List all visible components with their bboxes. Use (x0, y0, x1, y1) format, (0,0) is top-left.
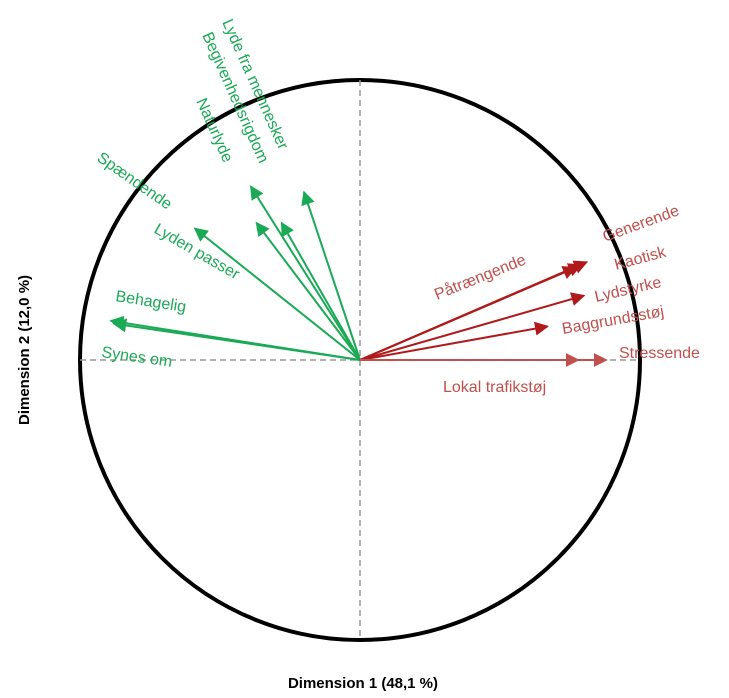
vector-label-synes-om: Synes om (100, 344, 173, 371)
y-axis-title: Dimension 2 (12,0 %) (16, 275, 33, 425)
vector-baggrundsstoj (359, 321, 549, 361)
vector-synes-om (112, 318, 361, 361)
vector-lyden-passer (255, 221, 361, 361)
vector-label-group: Lyde fra mennesker Begivenhedsrigdom Nat… (94, 17, 700, 396)
vector-label-baggrundsstoj: Baggrundsstøj (561, 303, 666, 338)
vector-begivenhedsrigdom (280, 221, 361, 361)
vector-label-generende: Generende (601, 202, 682, 245)
vector-paatraengende (359, 266, 577, 361)
vector-label-kaotisk: Kaotisk (613, 244, 669, 274)
vector-lydstyrke (359, 292, 586, 361)
vector-spaendende (193, 227, 361, 361)
vector-label-stressende: Stressende (619, 345, 700, 362)
vector-label-behagelig: Behagelig (114, 288, 187, 316)
vector-label-lokal-trafikstoj: Lokal trafikstøj (443, 379, 546, 396)
vector-naturlyde (249, 185, 361, 361)
vector-group (109, 185, 608, 367)
vector-lyde-fra-mennesker (301, 190, 361, 361)
x-axis-title: Dimension 1 (48,1 %) (288, 675, 438, 692)
vector-label-paatraengende: Påtrængende (432, 251, 529, 304)
